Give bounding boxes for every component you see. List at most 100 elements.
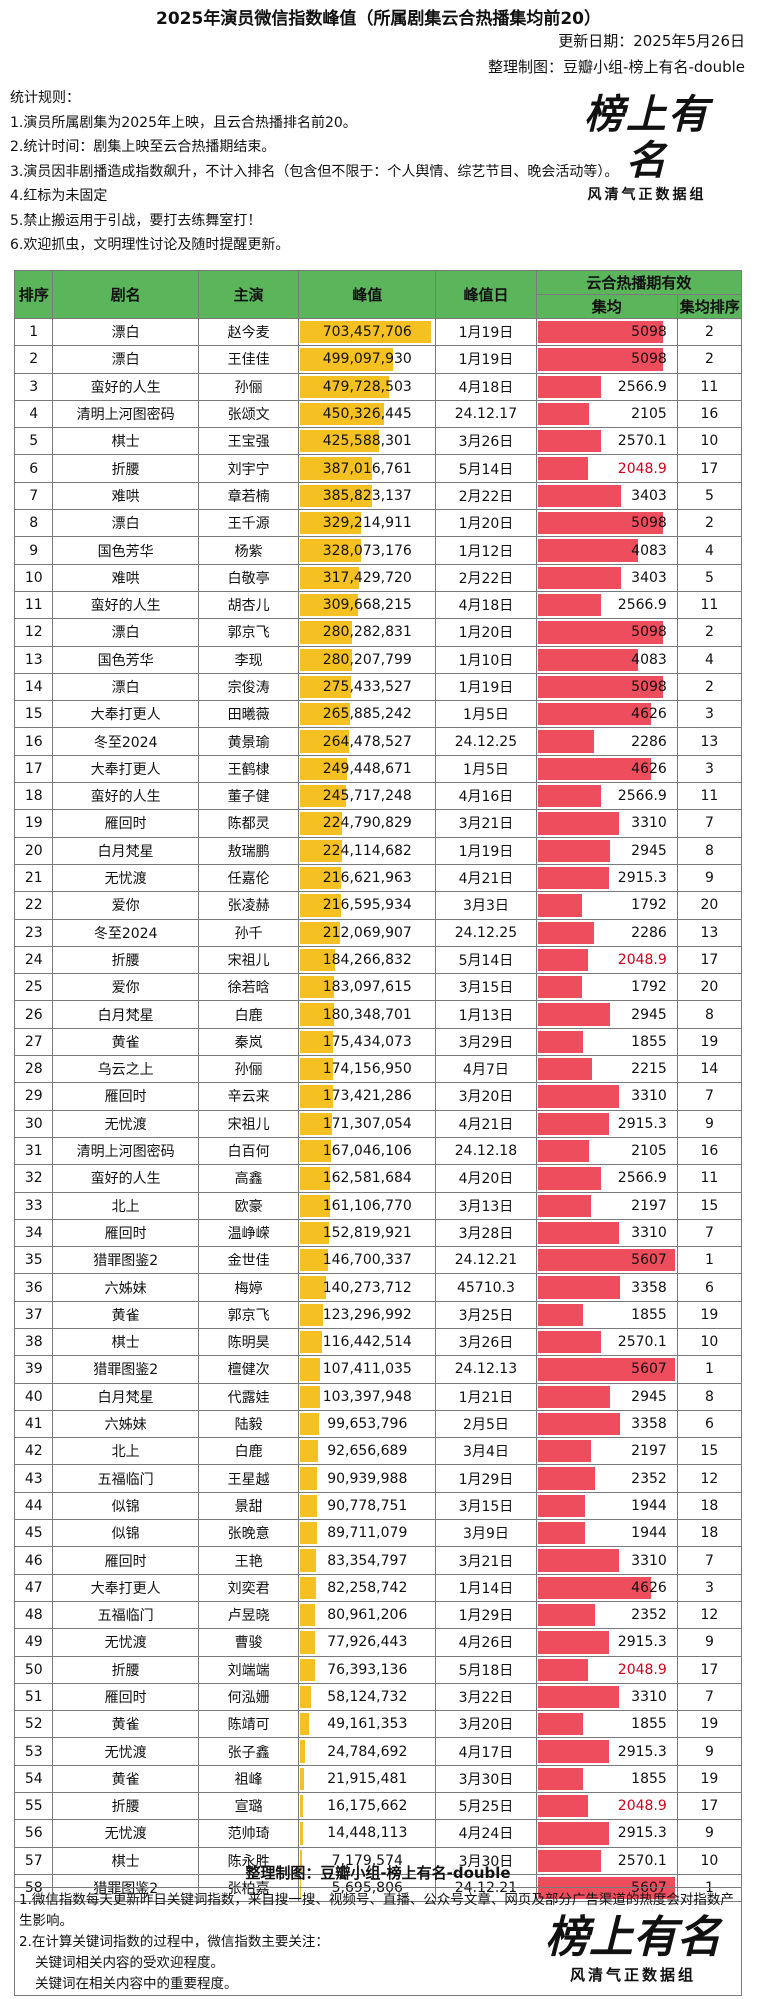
table-row: 39 猎罪图鉴2 檀健次 107,411,035 24.12.13 5607 1 [13, 1355, 743, 1384]
ep-cell: 2286 [535, 727, 678, 756]
ep-cell: 2570.1 [535, 1327, 678, 1357]
date-cell: 4月17日 [435, 1737, 537, 1766]
ep-cell: 3310 [535, 1082, 678, 1111]
drama-cell: 折腰 [52, 945, 199, 975]
logo-title: 榜上有名 [584, 91, 710, 184]
eprank-cell: 18 [676, 1519, 743, 1548]
peak-bar [300, 1603, 316, 1627]
date-cell: 3月25日 [435, 1300, 537, 1329]
peak-cell: 167,046,106 [298, 1136, 437, 1166]
ep-cell: 5098 [535, 618, 678, 647]
eprank-cell: 9 [676, 1628, 743, 1657]
peak-value: 83,354,797 [327, 1552, 408, 1569]
peak-bar [300, 648, 353, 671]
peak-bar [300, 321, 431, 344]
date-cell: 1月21日 [435, 1382, 537, 1411]
drama-cell: 大奉打更人 [52, 1573, 199, 1602]
drama-cell: 折腰 [52, 1792, 199, 1821]
ep-cell: 5098 [535, 509, 678, 538]
peak-bar [300, 1767, 305, 1791]
ep-cell: 4626 [535, 754, 678, 784]
peak-cell: 76,393,136 [298, 1655, 437, 1684]
eprank-cell: 5 [676, 481, 743, 511]
peak-bar [300, 1303, 324, 1326]
table-body: 1 漂白 赵今麦 703,457,706 1月19日 5098 2 2 漂白 王佳佳 499,097… [13, 317, 743, 1903]
ep-value: 2566.9 [617, 1170, 667, 1187]
ep-cell: 2352 [535, 1464, 678, 1493]
eprank-cell: 6 [676, 1273, 743, 1302]
rank-cell: 13 [13, 645, 54, 674]
rank-cell: 24 [13, 945, 54, 975]
date-cell: 3月4日 [435, 1437, 537, 1466]
table-row: 7 难哄 章若楠 385,823,137 2月22日 3403 5 [13, 481, 743, 511]
peak-bar [300, 1795, 304, 1818]
peak-bar [300, 1167, 331, 1190]
peak-value: 385,823,137 [322, 487, 412, 504]
ep-bar [537, 675, 663, 699]
table-row: 31 清明上河图密码 白百何 167,046,106 24.12.18 2105 16 [13, 1136, 743, 1166]
date-cell: 3月22日 [435, 1682, 537, 1712]
peak-value: 425,588,301 [322, 433, 412, 450]
drama-cell: 北上 [52, 1191, 199, 1220]
actor-cell: 孙俪 [197, 1055, 300, 1084]
drama-cell: 雁回时 [52, 1682, 199, 1712]
eprank-cell: 20 [676, 891, 743, 920]
date-cell: 1月19日 [435, 317, 537, 347]
actor-cell: 敖瑞鹏 [197, 836, 300, 865]
peak-bar [300, 1385, 320, 1408]
drama-cell: 似锦 [52, 1519, 199, 1548]
drama-cell: 折腰 [52, 1655, 199, 1684]
peak-bar [300, 730, 350, 753]
peak-value: 329,214,911 [322, 515, 412, 532]
table-row: 24 折腰 宋祖儿 184,266,832 5月14日 2048.9 17 [13, 945, 743, 975]
peak-bar [300, 1740, 305, 1763]
peak-value: 152,819,921 [322, 1224, 412, 1241]
ep-cell: 5098 [535, 317, 678, 347]
ep-bar [537, 1549, 619, 1572]
ep-bar [537, 457, 588, 480]
rank-cell: 1 [13, 317, 54, 347]
peak-cell: 216,595,934 [298, 891, 437, 920]
actor-cell: 金世佳 [197, 1246, 300, 1275]
drama-cell: 黄雀 [52, 1300, 199, 1329]
peak-value: 76,393,136 [327, 1661, 408, 1678]
peak-cell: 275,433,527 [298, 672, 437, 702]
ep-value: 1944 [631, 1525, 667, 1542]
col-header-drama: 剧名 [52, 270, 199, 319]
table-row: 1 漂白 赵今麦 703,457,706 1月19日 5098 2 [13, 317, 743, 347]
table-row: 32 蛮好的人生 高鑫 162,581,684 4月20日 2566.9 11 [13, 1164, 743, 1193]
peak-value: 171,307,054 [322, 1115, 412, 1132]
date-cell: 3月28日 [435, 1218, 537, 1248]
drama-cell: 漂白 [52, 672, 199, 702]
rank-cell: 10 [13, 563, 54, 592]
peak-value: 499,097,930 [322, 351, 412, 368]
eprank-cell: 2 [676, 672, 743, 702]
date-cell: 4月18日 [435, 372, 537, 401]
eprank-cell: 2 [676, 509, 743, 538]
table-row: 29 雁回时 辛云来 173,421,286 3月20日 3310 7 [13, 1082, 743, 1111]
peak-cell: 123,296,992 [298, 1300, 437, 1329]
table-row: 26 白月梵星 白鹿 180,348,701 1月13日 2945 8 [13, 1000, 743, 1029]
table-row: 46 雁回时 王艳 83,354,797 3月21日 3310 7 [13, 1546, 743, 1575]
ep-bar [537, 1740, 610, 1763]
note-item: 1.微信指数每天更新昨日关键词指数，来自搜一搜、视频号、直播、公众号文章、网页及… [19, 1892, 734, 1929]
peak-bar [300, 757, 347, 781]
ep-value: 2105 [631, 1143, 667, 1160]
date-cell: 1月5日 [435, 700, 537, 729]
rank-cell: 50 [13, 1655, 54, 1684]
table-row: 14 漂白 宗俊涛 275,433,527 1月19日 5098 2 [13, 672, 743, 702]
ep-value: 2570.1 [617, 433, 667, 450]
eprank-cell: 15 [676, 1437, 743, 1466]
ep-value: 2915.3 [617, 1825, 667, 1842]
ep-cell: 2048.9 [535, 945, 678, 975]
peak-bar [300, 1822, 304, 1845]
peak-cell: 161,106,770 [298, 1191, 437, 1220]
table-row: 21 无忧渡 任嘉伦 216,621,963 4月21日 2915.3 9 [13, 863, 743, 893]
actor-cell: 李现 [197, 645, 300, 674]
ep-bar [537, 1330, 601, 1354]
table-row: 17 大奉打更人 王鹤棣 249,448,671 1月5日 4626 3 [13, 754, 743, 784]
eprank-cell: 2 [676, 317, 743, 347]
eprank-cell: 7 [676, 1082, 743, 1111]
eprank-cell: 1 [676, 1873, 743, 1903]
